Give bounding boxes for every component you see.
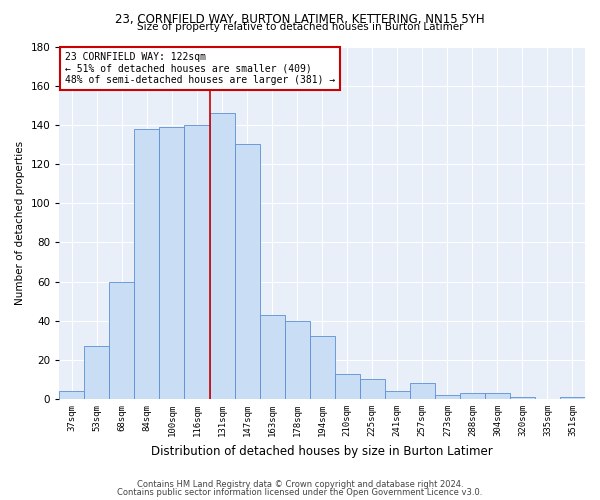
- Bar: [435, 395, 460, 399]
- Bar: [160, 127, 184, 399]
- Bar: [59, 391, 85, 399]
- Bar: [235, 144, 260, 399]
- Bar: [360, 380, 385, 399]
- Bar: [134, 129, 160, 399]
- Bar: [184, 125, 209, 399]
- Bar: [284, 320, 310, 399]
- Bar: [410, 384, 435, 399]
- Bar: [85, 346, 109, 399]
- Bar: [209, 113, 235, 399]
- Bar: [385, 391, 410, 399]
- Bar: [335, 374, 360, 399]
- Text: Size of property relative to detached houses in Burton Latimer: Size of property relative to detached ho…: [137, 22, 463, 32]
- Bar: [485, 393, 510, 399]
- X-axis label: Distribution of detached houses by size in Burton Latimer: Distribution of detached houses by size …: [151, 444, 493, 458]
- Bar: [510, 397, 535, 399]
- Text: Contains HM Land Registry data © Crown copyright and database right 2024.: Contains HM Land Registry data © Crown c…: [137, 480, 463, 489]
- Y-axis label: Number of detached properties: Number of detached properties: [15, 140, 25, 305]
- Bar: [560, 397, 585, 399]
- Bar: [109, 282, 134, 399]
- Bar: [460, 393, 485, 399]
- Text: Contains public sector information licensed under the Open Government Licence v3: Contains public sector information licen…: [118, 488, 482, 497]
- Text: 23 CORNFIELD WAY: 122sqm
← 51% of detached houses are smaller (409)
48% of semi-: 23 CORNFIELD WAY: 122sqm ← 51% of detach…: [65, 52, 335, 85]
- Bar: [260, 315, 284, 399]
- Bar: [310, 336, 335, 399]
- Text: 23, CORNFIELD WAY, BURTON LATIMER, KETTERING, NN15 5YH: 23, CORNFIELD WAY, BURTON LATIMER, KETTE…: [115, 12, 485, 26]
